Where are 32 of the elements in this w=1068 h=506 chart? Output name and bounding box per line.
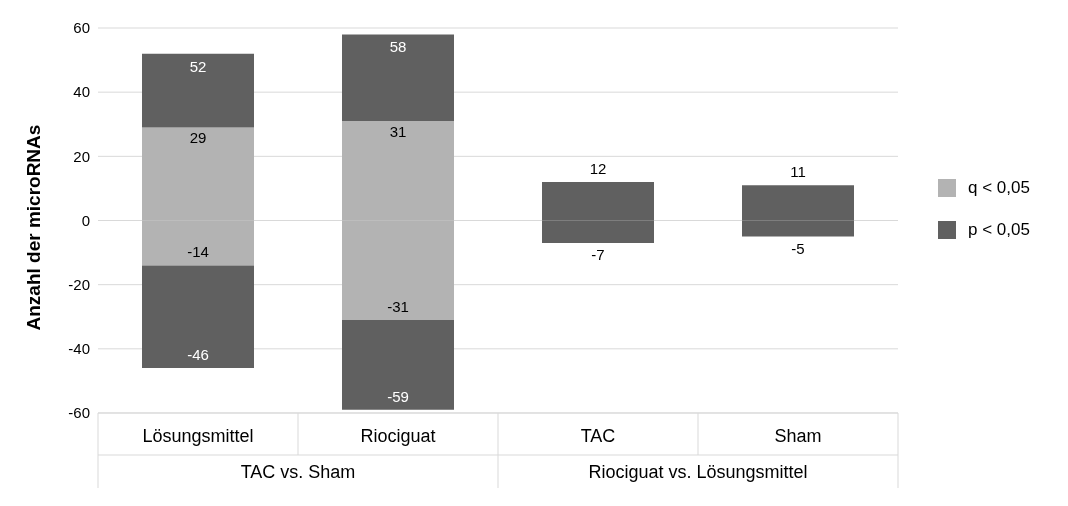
text: Riociguat vs. Lösungsmittel (588, 462, 808, 482)
legend-label: p < 0,05 (968, 220, 1030, 240)
bar (142, 265, 254, 369)
data-label: 29 (189, 129, 207, 147)
annotation: -46 (187, 346, 209, 364)
annotation: 58 (389, 38, 407, 56)
data-label: -7 (591, 245, 605, 263)
x-tick-label: TAC (580, 425, 616, 446)
data-label: 12 (589, 160, 607, 177)
bar (342, 34, 454, 122)
x-tick-label: Sham (774, 425, 822, 446)
x-tick-label: Riociguat (360, 425, 436, 446)
text: TAC vs. Sham (240, 462, 356, 482)
y-axis-title: Anzahl der microRNAs (22, 124, 44, 331)
data-label: -5 (791, 239, 805, 257)
data-label: -31 (387, 297, 409, 315)
y-tick-label: -20 (68, 275, 90, 293)
data-label: 11 (790, 163, 806, 181)
annotation: 52 (189, 57, 207, 75)
y-tick-label: 40 (73, 83, 90, 101)
data-label: 31 (389, 123, 407, 141)
legend-label: q < 0,05 (968, 178, 1030, 198)
x-tick-label: Lösungsmittel (142, 425, 254, 446)
y-tick-label: 20 (73, 147, 90, 165)
y-tick-label: -40 (68, 340, 90, 358)
y-tick-label: -60 (68, 404, 90, 422)
bar (142, 53, 254, 128)
y-tick-label: 0 (81, 211, 90, 229)
data-label: -14 (187, 243, 209, 261)
annotation: -59 (387, 387, 409, 405)
y-tick-label: 60 (73, 19, 90, 37)
bar (342, 319, 454, 410)
